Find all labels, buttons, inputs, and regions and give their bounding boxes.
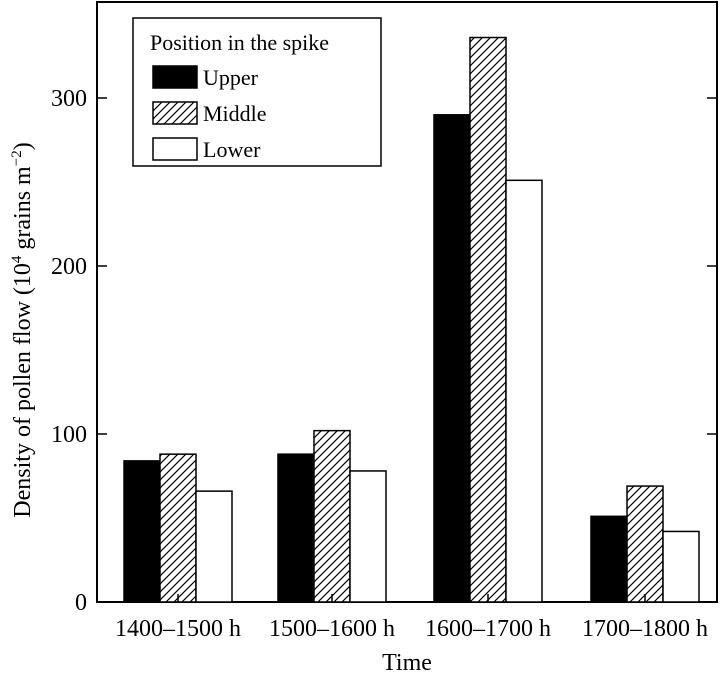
legend-items: Upper Middle Lower — [152, 65, 267, 162]
legend-swatch-upper — [152, 65, 198, 89]
legend-title: Position in the spike — [150, 30, 329, 55]
legend-swatch-lower — [152, 137, 198, 161]
x-tick-label: 1400–1500 h — [115, 616, 241, 642]
y-axis-title-sup: 4 — [9, 255, 25, 263]
plot-frame — [96, 1, 718, 603]
y-tick-label: 100 — [51, 422, 87, 448]
y-tick-label: 300 — [51, 86, 87, 112]
legend-label-lower: Lower — [203, 137, 261, 162]
y-tick-label: 0 — [75, 590, 87, 616]
x-tick-label: 1600–1700 h — [425, 616, 551, 642]
y-axis-title-end: ) — [10, 142, 36, 150]
legend-swatch-middle — [152, 101, 198, 125]
x-tick-label: 1500–1600 h — [269, 616, 395, 642]
bar-lower-2 — [349, 470, 387, 603]
y-axis-title-sup2: −2 — [9, 150, 25, 166]
y-axis-title: Density of pollen flow (104 grains m−2) — [9, 142, 36, 517]
x-tick-label: 1700–1800 h — [582, 616, 708, 642]
y-axis-title-main: Density of pollen flow (10 — [10, 263, 36, 518]
bar-middle-1 — [159, 453, 197, 603]
legend: Position in the spike Upper Middle Lower — [132, 17, 382, 167]
y-tick-label: 200 — [51, 254, 87, 280]
legend-label-upper: Upper — [203, 65, 259, 90]
legend-label-middle: Middle — [203, 101, 267, 126]
y-axis-ticks: 0 100 200 300 — [51, 86, 717, 616]
bar-lower-4 — [662, 530, 700, 603]
x-axis-labels: 1400–1500 h 1500–1600 h 1600–1700 h 1700–18… — [115, 594, 708, 642]
bar-upper-4 — [590, 515, 628, 603]
bar-middle-2 — [313, 429, 351, 603]
bar-middle-3 — [469, 36, 507, 603]
bar-middle-4 — [626, 485, 664, 603]
bar-upper-3 — [433, 114, 471, 603]
bar-upper-2 — [277, 453, 315, 603]
y-axis-title-mid: grains m — [10, 166, 36, 256]
x-axis-title: Time — [382, 650, 432, 676]
bar-upper-1 — [123, 460, 161, 603]
bar-lower-3 — [505, 179, 543, 603]
bar-lower-1 — [195, 490, 233, 603]
